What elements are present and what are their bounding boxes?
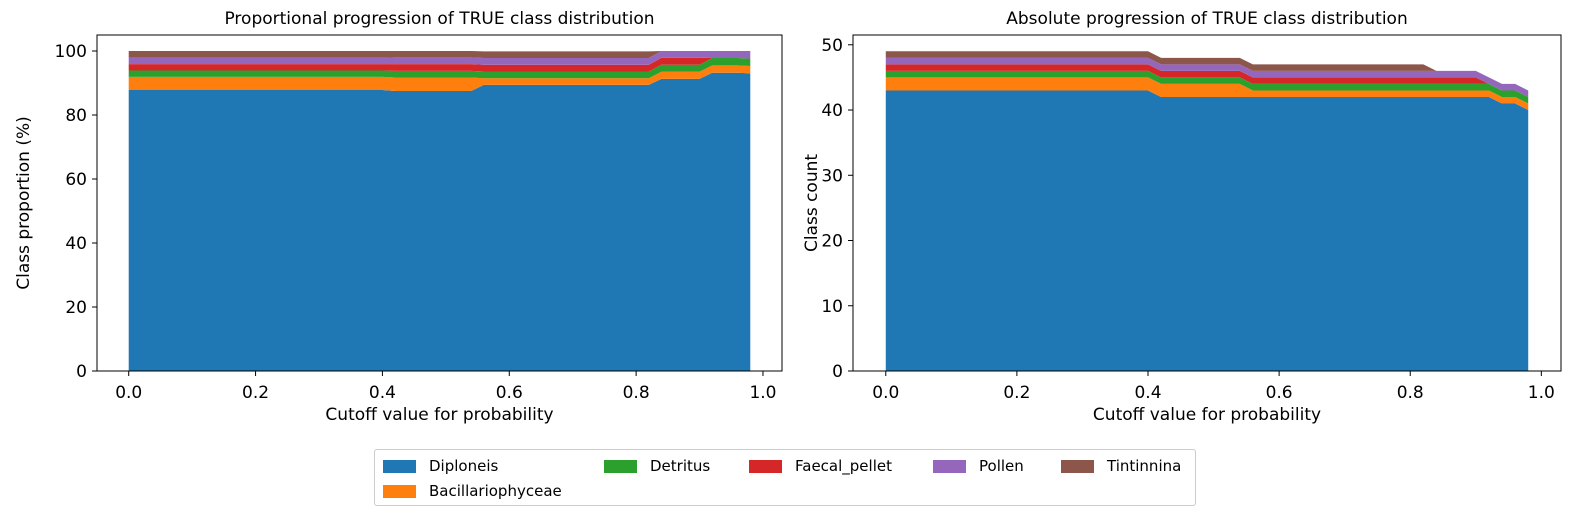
axes-frame <box>96 34 783 372</box>
chart-title-absolute: Absolute progression of TRUE class distr… <box>1006 9 1407 29</box>
y-axis-label: Class count <box>802 154 822 252</box>
chart-title-proportional: Proportional progression of TRUE class d… <box>224 9 654 29</box>
proportional-chart-panel: 0.0 0.2 0.4 0.6 0.8 1.0 0 20 40 60 80 100 Proportion… <box>14 9 783 425</box>
x-tick-label: 0.6 <box>496 383 523 403</box>
legend-swatch-pollen <box>933 459 966 473</box>
x-tick-label: 1.0 <box>1528 383 1555 403</box>
x-tick-label: 0.4 <box>369 383 396 403</box>
legend-label-bacillariophyceae: Bacillariophyceae <box>429 482 562 500</box>
y-tick-label: 20 <box>821 232 843 252</box>
x-tick-label: 0.4 <box>1134 383 1161 403</box>
y-tick-label: 80 <box>65 106 87 126</box>
x-tick-label: 0.6 <box>1266 383 1293 403</box>
legend-label-pollen: Pollen <box>979 457 1024 475</box>
y-tick-label: 0 <box>76 362 87 382</box>
legend-item-pollen: Pollen <box>933 455 1024 477</box>
x-tick-label: 0.8 <box>1397 383 1424 403</box>
legend-item-faecal-pellet: Faecal_pellet <box>749 455 892 477</box>
x-axis-label: Cutoff value for probability <box>325 405 553 425</box>
area-series-faecal-pellet <box>128 57 751 72</box>
x-axis-label: Cutoff value for probability <box>1093 405 1321 425</box>
legend-label-detritus: Detritus <box>650 457 711 475</box>
area-series-pollen <box>885 57 1529 97</box>
legend-item-bacillariophyceae: Bacillariophyceae <box>383 480 562 502</box>
absolute-chart-panel: 0.0 0.2 0.4 0.6 0.8 1.0 0 10 20 30 40 50 Absolute pr… <box>802 9 1562 425</box>
legend: Diploneis Bacillariophyceae Detritus Fae… <box>374 449 1196 506</box>
area-series-bacillariophyceae <box>128 65 751 91</box>
legend-label-diploneis: Diploneis <box>429 457 499 475</box>
y-tick-label: 10 <box>821 297 843 317</box>
y-tick-label: 50 <box>821 36 843 56</box>
y-tick-label: 40 <box>65 234 87 254</box>
y-axis-label: Class proportion (%) <box>14 116 34 290</box>
legend-item-detritus: Detritus <box>604 455 710 477</box>
area-series-tintinnina <box>128 51 751 59</box>
area-series-diploneis <box>128 72 751 371</box>
legend-item-diploneis: Diploneis <box>383 455 498 477</box>
area-series-detritus <box>128 58 751 79</box>
area-series-tintinnina <box>885 51 1529 91</box>
y-tick-label: 20 <box>65 298 87 318</box>
legend-swatch-tintinnina <box>1061 459 1094 473</box>
area-series-detritus <box>885 70 1529 104</box>
legend-item-tintinnina: Tintinnina <box>1061 455 1181 477</box>
x-tick-label: 0.0 <box>872 383 899 403</box>
legend-swatch-faecal-pellet <box>749 459 782 473</box>
x-tick-label: 0.0 <box>115 383 142 403</box>
y-tick-label: 100 <box>55 42 87 62</box>
x-tick-label: 1.0 <box>749 383 776 403</box>
y-tick-label: 0 <box>832 362 843 382</box>
x-tick-label: 0.2 <box>1003 383 1030 403</box>
x-tick-label: 0.2 <box>242 383 269 403</box>
legend-swatch-diploneis <box>383 459 416 473</box>
area-series-diploneis <box>885 90 1529 372</box>
area-series-bacillariophyceae <box>885 77 1529 111</box>
y-tick-label: 30 <box>821 166 843 186</box>
legend-label-tintinnina: Tintinnina <box>1107 457 1182 475</box>
legend-swatch-detritus <box>604 459 637 473</box>
y-tick-label: 60 <box>65 170 87 190</box>
legend-swatch-bacillariophyceae <box>383 484 416 498</box>
x-tick-label: 0.8 <box>623 383 650 403</box>
legend-label-faecal-pellet: Faecal_pellet <box>795 457 892 475</box>
axes-frame <box>852 34 1562 372</box>
y-tick-label: 40 <box>821 101 843 121</box>
area-series-pollen <box>128 51 751 65</box>
